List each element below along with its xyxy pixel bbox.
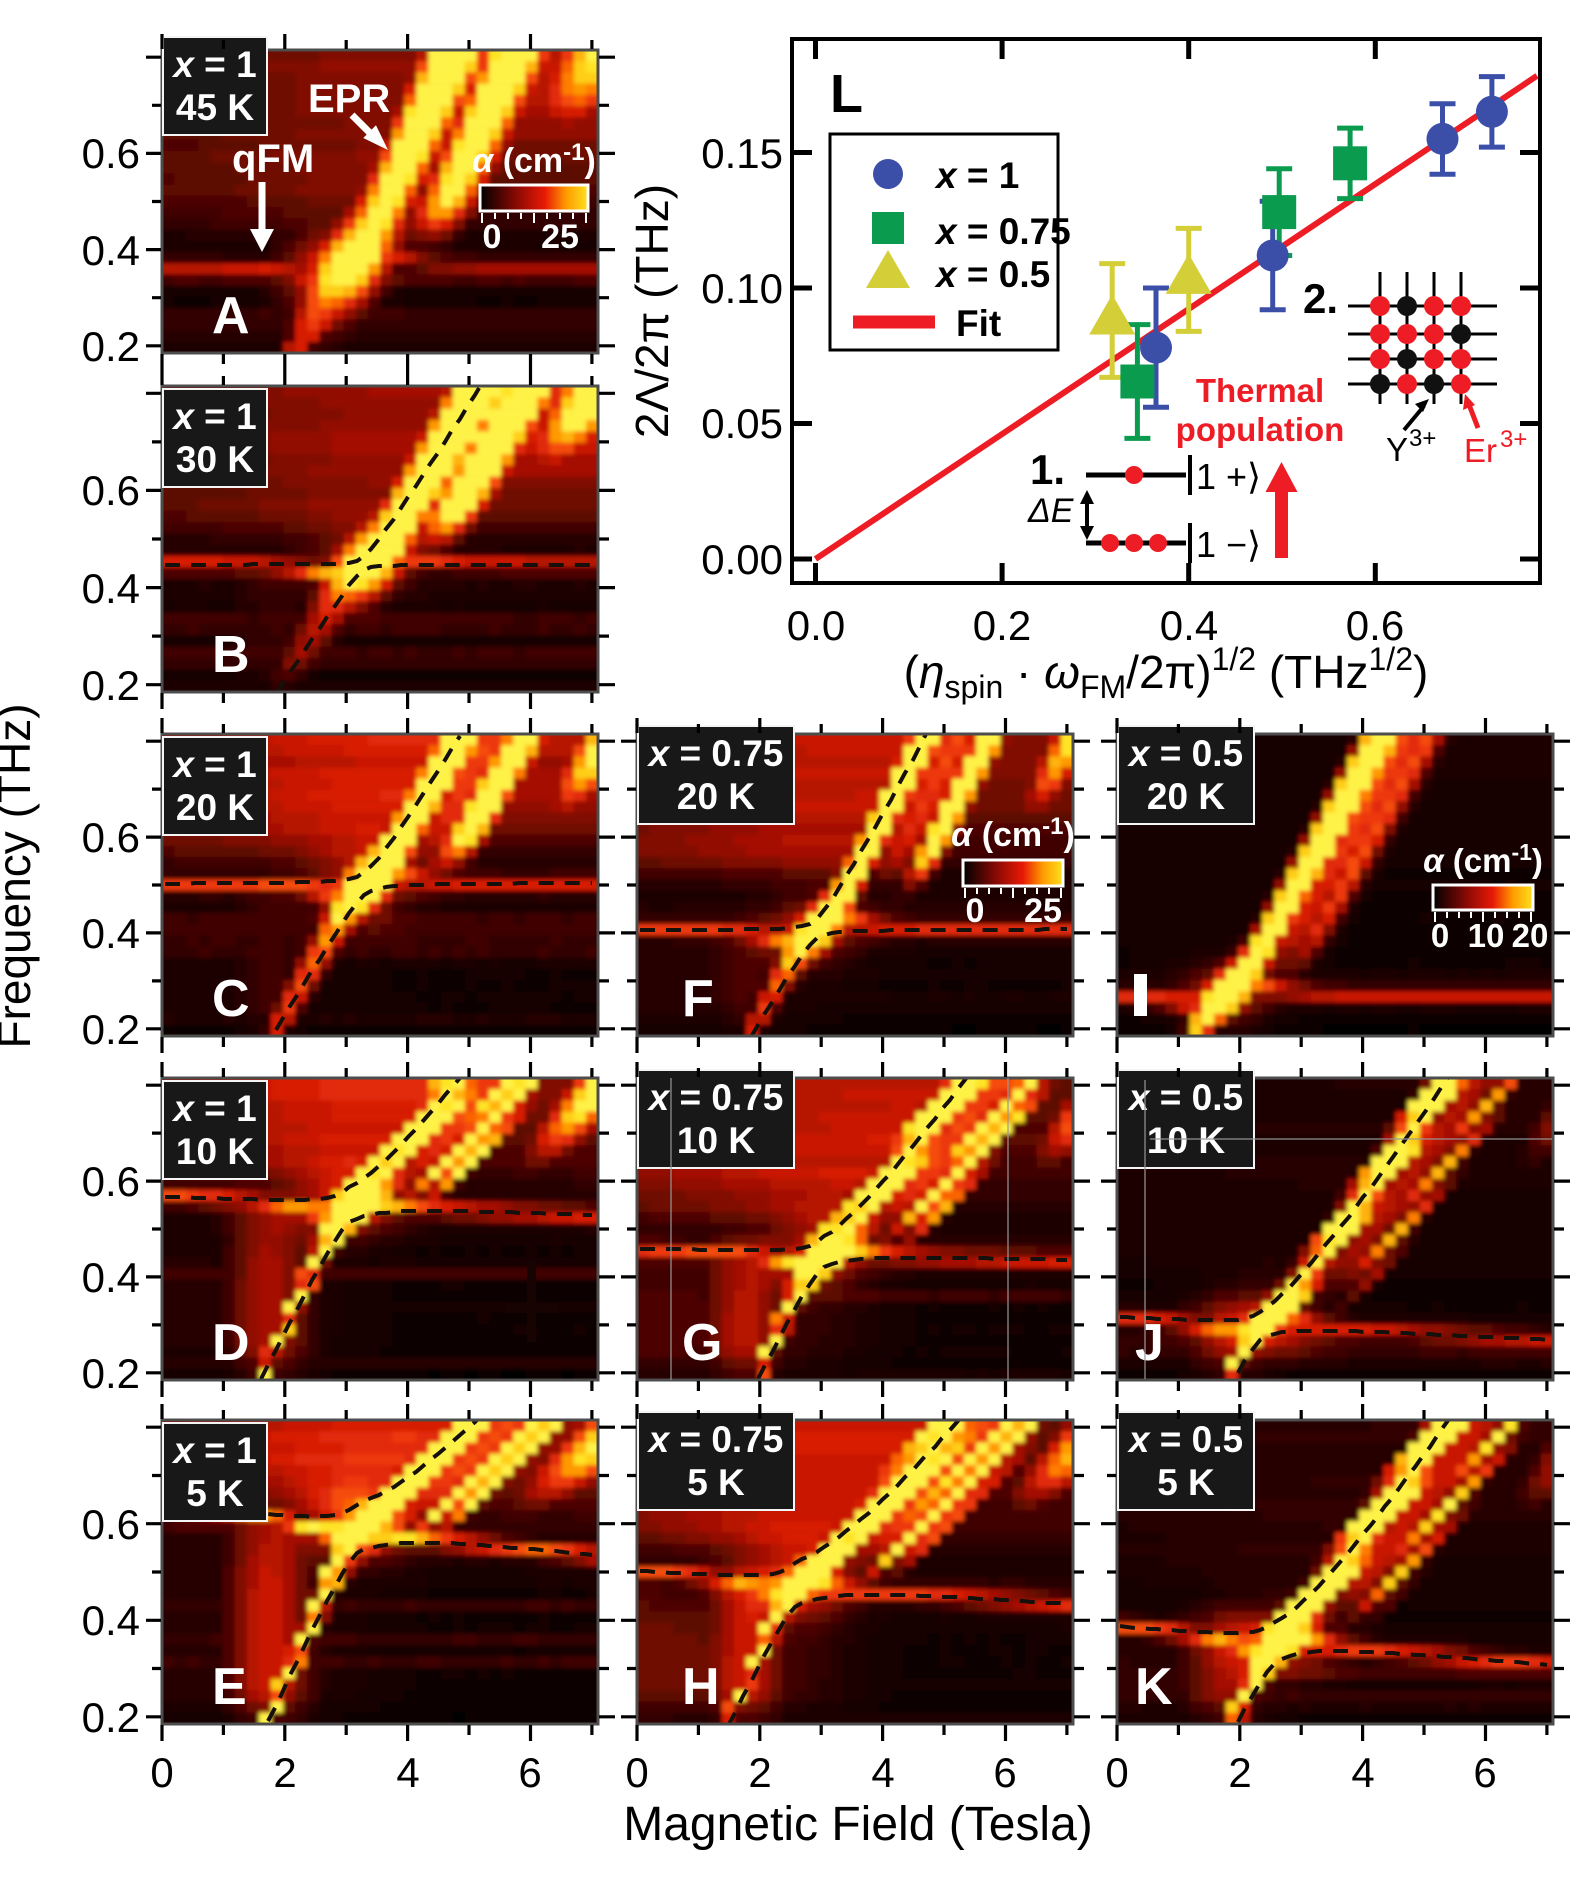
svg-text:25: 25 bbox=[1024, 892, 1062, 930]
svg-text:0.2: 0.2 bbox=[82, 1350, 140, 1397]
svg-text:0.6: 0.6 bbox=[82, 814, 140, 861]
svg-text:0.2: 0.2 bbox=[82, 1694, 140, 1741]
svg-text:10 K: 10 K bbox=[677, 1120, 755, 1161]
svg-text:4: 4 bbox=[396, 1749, 419, 1796]
svg-text:6: 6 bbox=[1473, 1749, 1496, 1796]
svg-text:EPR: EPR bbox=[308, 77, 390, 121]
svg-text:0: 0 bbox=[1105, 1749, 1128, 1796]
svg-text:F: F bbox=[682, 970, 714, 1028]
svg-text:0.0: 0.0 bbox=[787, 602, 845, 649]
svg-text:6: 6 bbox=[993, 1749, 1016, 1796]
svg-text:10 K: 10 K bbox=[176, 1131, 254, 1172]
svg-text:0.2: 0.2 bbox=[973, 602, 1031, 649]
svg-text:x = 1: x = 1 bbox=[171, 396, 256, 437]
svg-text:30 K: 30 K bbox=[176, 439, 254, 480]
svg-text:4: 4 bbox=[871, 1749, 894, 1796]
svg-text:x = 0.5: x = 0.5 bbox=[1127, 733, 1243, 774]
svg-text:1 −⟩: 1 −⟩ bbox=[1196, 524, 1261, 565]
svg-text:6: 6 bbox=[518, 1749, 541, 1796]
svg-text:5 K: 5 K bbox=[687, 1462, 745, 1503]
svg-text:0.4: 0.4 bbox=[82, 227, 140, 274]
svg-text:0.2: 0.2 bbox=[82, 1006, 140, 1053]
svg-text:0: 0 bbox=[625, 1749, 648, 1796]
svg-text:B: B bbox=[212, 626, 250, 684]
svg-text:0: 0 bbox=[966, 892, 985, 930]
svg-text:L: L bbox=[830, 64, 863, 124]
svg-text:x = 0.75: x = 0.75 bbox=[647, 1419, 784, 1460]
svg-text:0.4: 0.4 bbox=[82, 1597, 140, 1644]
svg-text:2.: 2. bbox=[1303, 275, 1338, 322]
svg-text:x = 0.5: x = 0.5 bbox=[1127, 1077, 1243, 1118]
svg-text:10: 10 bbox=[1468, 917, 1505, 954]
svg-text:10 K: 10 K bbox=[1147, 1120, 1225, 1161]
svg-text:0.10: 0.10 bbox=[701, 265, 783, 312]
svg-text:Magnetic Field (Tesla): Magnetic Field (Tesla) bbox=[623, 1798, 1093, 1851]
svg-text:0: 0 bbox=[483, 218, 502, 256]
svg-text:x = 1: x = 1 bbox=[934, 155, 1019, 196]
svg-text:20 K: 20 K bbox=[677, 776, 755, 817]
svg-text:population: population bbox=[1176, 411, 1345, 448]
svg-text:E: E bbox=[212, 1658, 247, 1716]
svg-text:1 +⟩: 1 +⟩ bbox=[1196, 456, 1261, 497]
svg-text:x = 0.75: x = 0.75 bbox=[934, 211, 1071, 252]
svg-text:0.4: 0.4 bbox=[82, 910, 140, 957]
svg-text:ΔE: ΔE bbox=[1027, 492, 1074, 530]
svg-text:x = 0.5: x = 0.5 bbox=[1127, 1419, 1243, 1460]
svg-text:3+: 3+ bbox=[1500, 426, 1527, 453]
svg-text:x = 0.75: x = 0.75 bbox=[647, 1077, 784, 1118]
svg-text:2: 2 bbox=[748, 1749, 771, 1796]
svg-text:0.6: 0.6 bbox=[82, 130, 140, 177]
svg-text:20: 20 bbox=[1512, 917, 1549, 954]
svg-text:0.2: 0.2 bbox=[82, 662, 140, 709]
svg-text:2: 2 bbox=[273, 1749, 296, 1796]
svg-text:Y: Y bbox=[1386, 431, 1408, 468]
svg-text:2Λ/2π (THz): 2Λ/2π (THz) bbox=[626, 184, 678, 438]
svg-text:20 K: 20 K bbox=[176, 787, 254, 828]
svg-text:x = 1: x = 1 bbox=[171, 44, 256, 85]
svg-text:x = 0.5: x = 0.5 bbox=[934, 254, 1050, 295]
svg-text:45 K: 45 K bbox=[176, 87, 254, 128]
svg-text:3+: 3+ bbox=[1409, 425, 1436, 452]
svg-text:0.2: 0.2 bbox=[82, 323, 140, 370]
svg-text:0.6: 0.6 bbox=[82, 467, 140, 514]
svg-text:0.6: 0.6 bbox=[1346, 602, 1404, 649]
svg-text:0.6: 0.6 bbox=[82, 1158, 140, 1205]
svg-text:1.: 1. bbox=[1030, 446, 1065, 493]
svg-text:Frequency (THz): Frequency (THz) bbox=[0, 703, 40, 1048]
svg-text:qFM: qFM bbox=[232, 137, 314, 181]
svg-text:4: 4 bbox=[1351, 1749, 1374, 1796]
svg-text:2: 2 bbox=[1228, 1749, 1251, 1796]
svg-text:α (cm-1): α (cm-1) bbox=[1423, 839, 1543, 879]
svg-text:0.4: 0.4 bbox=[82, 565, 140, 612]
svg-text:0: 0 bbox=[1431, 917, 1449, 954]
svg-text:x = 1: x = 1 bbox=[171, 744, 256, 785]
svg-text:Fit: Fit bbox=[956, 303, 1001, 344]
svg-text:5 K: 5 K bbox=[1157, 1462, 1215, 1503]
svg-text:Thermal: Thermal bbox=[1196, 372, 1324, 409]
svg-text:25: 25 bbox=[541, 218, 579, 256]
svg-text:G: G bbox=[682, 1314, 722, 1372]
svg-text:0.4: 0.4 bbox=[82, 1254, 140, 1301]
svg-text:0.00: 0.00 bbox=[701, 536, 783, 583]
svg-text:20 K: 20 K bbox=[1147, 776, 1225, 817]
svg-text:0.6: 0.6 bbox=[82, 1501, 140, 1548]
svg-text:0.15: 0.15 bbox=[701, 130, 783, 177]
svg-text:D: D bbox=[212, 1314, 250, 1372]
svg-text:0: 0 bbox=[150, 1749, 173, 1796]
svg-text:H: H bbox=[682, 1658, 720, 1716]
svg-text:x = 1: x = 1 bbox=[171, 1430, 256, 1471]
svg-text:K: K bbox=[1135, 1658, 1173, 1716]
svg-text:C: C bbox=[212, 970, 250, 1028]
svg-text:x = 0.75: x = 0.75 bbox=[647, 733, 784, 774]
svg-text:J: J bbox=[1135, 1314, 1164, 1372]
svg-text:x = 1: x = 1 bbox=[171, 1088, 256, 1129]
svg-text:A: A bbox=[212, 287, 250, 345]
svg-text:5 K: 5 K bbox=[186, 1473, 244, 1514]
svg-text:Er: Er bbox=[1464, 432, 1497, 469]
svg-text:0.05: 0.05 bbox=[701, 400, 783, 447]
svg-text:0.4: 0.4 bbox=[1160, 602, 1218, 649]
